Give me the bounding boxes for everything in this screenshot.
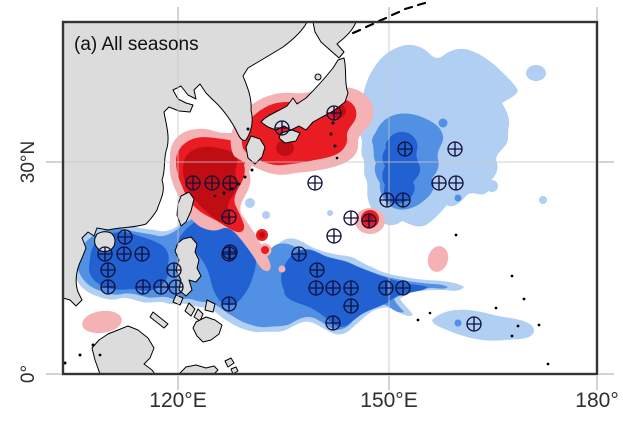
marker-cross bbox=[344, 211, 358, 225]
x-tick-label-150e: 150°E bbox=[360, 389, 417, 412]
marker-cross bbox=[292, 247, 306, 261]
plot-frame bbox=[61, 20, 599, 376]
marker-cross bbox=[467, 317, 481, 331]
marker-cross bbox=[448, 142, 462, 156]
marker-cross bbox=[380, 193, 394, 207]
anomaly-shading-layer bbox=[70, 44, 547, 341]
marker-cross bbox=[362, 214, 376, 228]
marker-cross bbox=[396, 193, 410, 207]
x-tick-label-180: 180° bbox=[575, 389, 618, 412]
palawan bbox=[149, 311, 169, 329]
kuril-island-chain bbox=[351, 1, 427, 35]
halmahera-islets bbox=[224, 357, 239, 374]
marker-cross bbox=[117, 247, 131, 261]
y-tick-label-30n: 30°N bbox=[18, 141, 39, 183]
sado-island bbox=[314, 73, 322, 81]
marker-cross bbox=[154, 280, 168, 294]
panel-title: (a) All seasons bbox=[74, 34, 199, 55]
marker-cross bbox=[275, 121, 289, 135]
hainan-island bbox=[94, 231, 116, 252]
marker-cross bbox=[136, 280, 150, 294]
x-tick-label-120e: 120°E bbox=[149, 389, 206, 412]
marker-cross bbox=[309, 281, 323, 295]
mindanao bbox=[192, 316, 223, 343]
honshu bbox=[260, 57, 349, 131]
marker-cross bbox=[310, 263, 324, 277]
marker-cross bbox=[135, 247, 149, 261]
island-specks bbox=[63, 121, 550, 366]
marker-cross bbox=[167, 263, 181, 277]
sulawesi-coast bbox=[179, 364, 219, 374]
kyushu bbox=[245, 135, 266, 165]
marker-cross bbox=[344, 299, 358, 313]
marker-cross bbox=[326, 316, 340, 330]
marker-cross bbox=[222, 247, 236, 261]
marker-cross bbox=[98, 247, 112, 261]
marker-cross bbox=[432, 176, 446, 190]
y-tick-label-0: 0° bbox=[18, 365, 39, 383]
marker-cross bbox=[205, 176, 219, 190]
marker-cross bbox=[222, 210, 236, 224]
axis-ticks bbox=[46, 7, 614, 390]
marker-cross bbox=[308, 176, 322, 190]
marker-cross bbox=[379, 281, 393, 295]
marker-cross bbox=[449, 176, 463, 190]
significance-markers-layer bbox=[97, 105, 482, 332]
marker-cross bbox=[222, 297, 236, 311]
marker-cross bbox=[326, 281, 340, 295]
panay bbox=[184, 302, 196, 317]
asia-mainland bbox=[63, 22, 308, 307]
hokkaido bbox=[312, 22, 357, 59]
marker-cross bbox=[186, 176, 200, 190]
marker-cross bbox=[396, 281, 410, 295]
marker-cross bbox=[344, 281, 358, 295]
marker-cross bbox=[327, 229, 341, 243]
graticule-gridlines bbox=[63, 22, 597, 374]
marker-cross bbox=[101, 263, 115, 277]
positive-anomaly-contours bbox=[82, 87, 449, 334]
samar bbox=[204, 299, 216, 313]
marker-cross bbox=[223, 176, 237, 190]
marker-cross bbox=[118, 230, 132, 244]
marker-cross bbox=[327, 106, 341, 120]
marker-cross bbox=[101, 280, 115, 294]
marker-cross bbox=[398, 142, 412, 156]
shikoku bbox=[278, 129, 301, 144]
marker-cross bbox=[169, 280, 183, 294]
